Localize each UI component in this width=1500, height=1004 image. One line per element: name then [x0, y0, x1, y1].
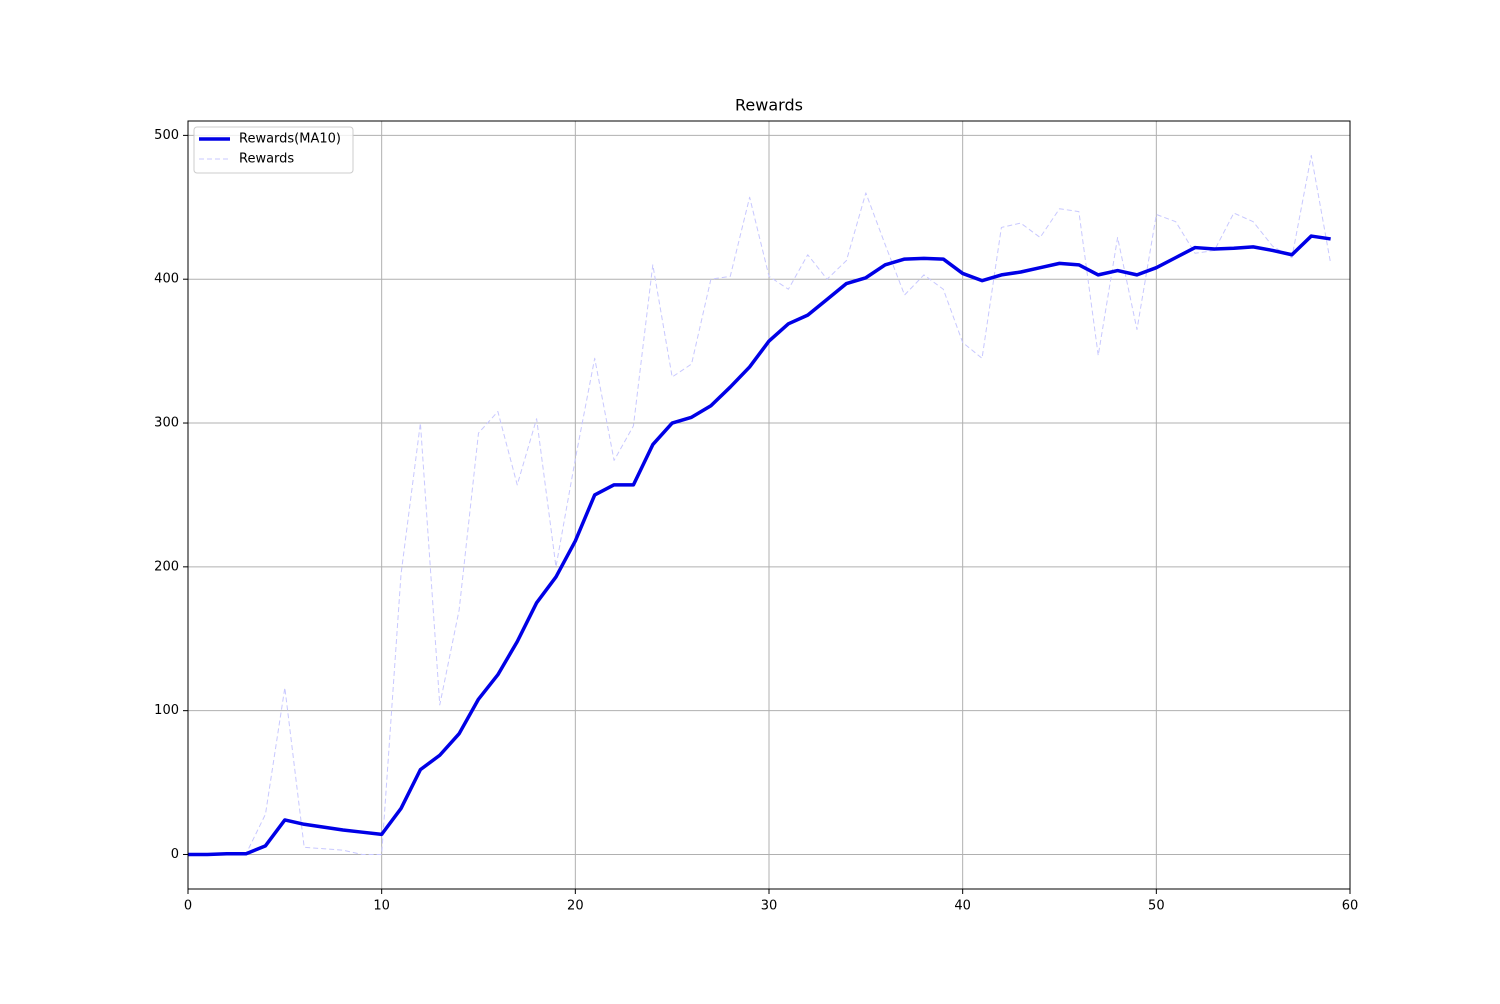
y-tick-label: 300	[154, 416, 179, 431]
y-tick-label: 200	[154, 559, 179, 574]
legend-box	[193, 126, 354, 174]
y-tick-label: 500	[154, 128, 179, 143]
x-tick-label: 40	[954, 899, 971, 914]
x-tick-label: 0	[184, 899, 192, 914]
x-tick-label: 50	[1148, 899, 1165, 914]
y-tick-label: 0	[171, 847, 179, 862]
x-tick-label: 30	[761, 899, 778, 914]
legend: Rewards(MA10) Rewards	[193, 126, 354, 174]
series-line	[188, 234, 1331, 857]
legend-label: Rewards	[239, 152, 294, 167]
plot-frame	[187, 120, 1351, 890]
chart-title: Rewards	[735, 96, 803, 115]
y-tick-label: 400	[154, 272, 179, 287]
x-tick-label: 10	[373, 899, 390, 914]
x-tick-label: 20	[567, 899, 584, 914]
y-tick-label: 100	[154, 703, 179, 718]
legend-label: Rewards(MA10)	[239, 132, 341, 147]
x-tick-label: 60	[1342, 899, 1359, 914]
series-line	[188, 155, 1332, 855]
